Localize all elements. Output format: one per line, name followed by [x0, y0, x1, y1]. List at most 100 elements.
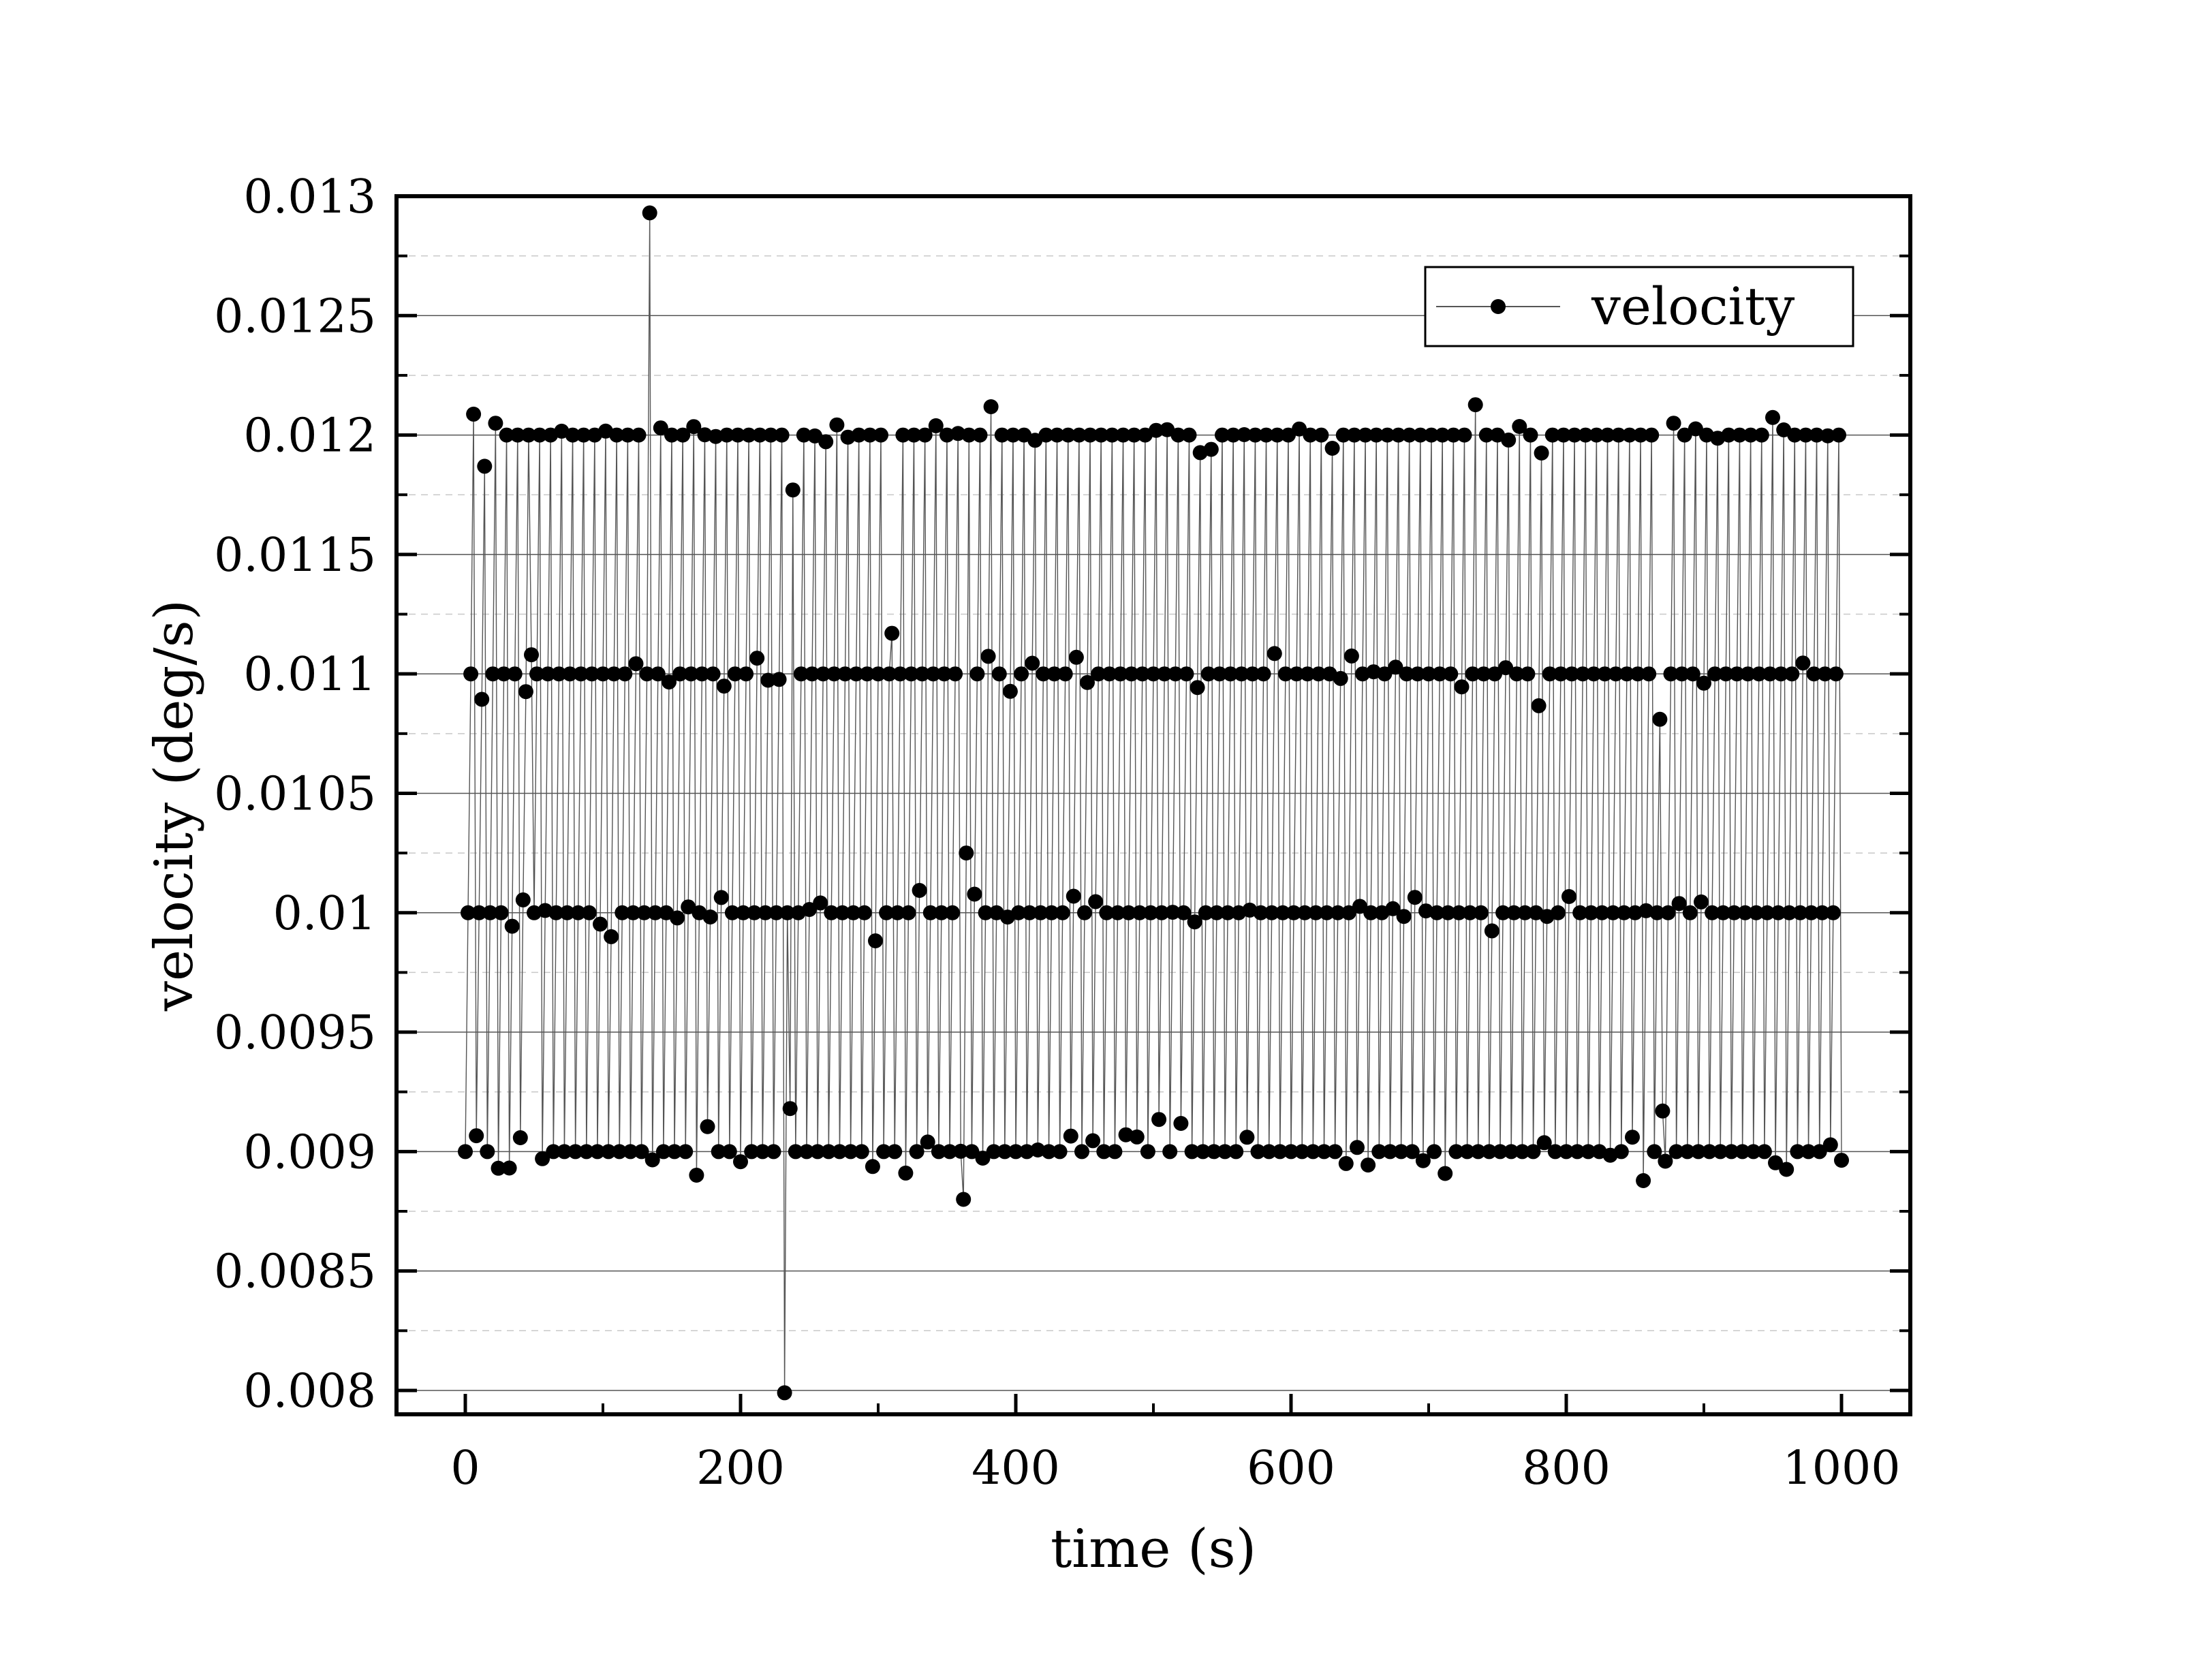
data-point: [1253, 905, 1269, 920]
legend: velocity: [1424, 266, 1854, 347]
data-point: [1014, 666, 1029, 682]
data-point: [488, 416, 503, 431]
data-point: [1203, 441, 1219, 457]
data-point: [535, 1151, 550, 1166]
data-point: [1303, 427, 1318, 443]
data-point: [471, 905, 487, 920]
data-point: [642, 205, 657, 221]
data-point: [1025, 655, 1040, 671]
data-point: [686, 419, 702, 435]
data-point: [1605, 905, 1621, 920]
data-point: [953, 1143, 969, 1159]
data-point: [871, 666, 886, 682]
data-point: [1206, 1144, 1222, 1160]
data-point: [1564, 666, 1580, 682]
data-point: [1817, 666, 1833, 682]
data-point: [920, 1134, 935, 1150]
data-point: [1677, 427, 1692, 443]
data-point: [832, 1144, 848, 1160]
data-point: [1036, 666, 1051, 682]
data-point: [1641, 666, 1657, 682]
data-point: [1754, 427, 1769, 443]
data-point: [1625, 1130, 1640, 1145]
data-point: [520, 427, 536, 443]
data-point: [593, 916, 608, 932]
data-point: [1798, 427, 1814, 443]
data-point: [683, 666, 699, 682]
data-point: [615, 905, 630, 920]
data-point: [1083, 427, 1098, 443]
data-point: [796, 427, 811, 443]
data-point: [1465, 666, 1480, 682]
data-point: [1759, 905, 1775, 920]
data-point: [1316, 1144, 1332, 1160]
data-point: [551, 666, 567, 682]
data-point: [978, 905, 993, 920]
data-point: [959, 845, 974, 861]
data-point: [1454, 679, 1470, 695]
data-point: [1682, 905, 1698, 920]
data-point: [1215, 427, 1230, 443]
y-tick-label: 0.0125: [214, 290, 376, 343]
data-point: [1597, 666, 1613, 682]
data-point: [1544, 427, 1560, 443]
data-point: [733, 1154, 748, 1170]
data-point: [1542, 666, 1557, 682]
data-point: [1446, 427, 1461, 443]
y-tick-label: 0.013: [243, 170, 376, 224]
data-point: [1223, 666, 1239, 682]
data-point: [1049, 427, 1065, 443]
data-point: [1151, 1112, 1167, 1127]
data-point: [1363, 905, 1379, 920]
data-point: [1052, 1144, 1068, 1160]
data-point: [1578, 427, 1594, 443]
data-point: [1019, 1144, 1035, 1160]
data-point: [559, 905, 575, 920]
data-point: [1102, 666, 1117, 682]
data-point: [1377, 666, 1393, 682]
data-point: [785, 482, 801, 498]
data-point: [1091, 666, 1106, 682]
data-point: [1008, 1144, 1023, 1160]
data-point: [1820, 428, 1835, 444]
data-point: [1525, 1144, 1541, 1160]
data-point: [1157, 666, 1172, 682]
data-point: [1212, 666, 1227, 682]
data-point: [1478, 427, 1494, 443]
data-point: [1404, 1144, 1420, 1160]
data-point: [584, 666, 600, 682]
data-point: [716, 679, 732, 694]
data-point: [1696, 675, 1711, 691]
data-point: [1512, 419, 1527, 434]
data-point: [1737, 905, 1753, 920]
data-point: [573, 666, 589, 682]
data-point: [1228, 1144, 1244, 1160]
data-point: [739, 666, 754, 682]
data-point: [1834, 1153, 1849, 1168]
data-point: [1520, 666, 1536, 682]
data-point: [1272, 1144, 1288, 1160]
data-point: [1352, 899, 1367, 914]
data-point: [721, 1144, 737, 1160]
data-point: [1583, 905, 1599, 920]
data-point: [1652, 711, 1668, 727]
data-point: [922, 905, 938, 920]
data-point: [510, 427, 525, 443]
data-point: [948, 666, 963, 682]
data-point: [1613, 1144, 1629, 1160]
data-point: [493, 905, 509, 920]
x-tick-label: 1000: [1782, 1442, 1900, 1495]
data-point: [1181, 427, 1197, 443]
data-point: [1828, 666, 1844, 682]
data-point: [697, 427, 713, 443]
data-point: [672, 666, 688, 682]
data-point: [1077, 905, 1092, 920]
data-point: [1784, 666, 1800, 682]
data-point: [771, 672, 787, 687]
data-point: [1663, 666, 1679, 682]
data-point: [1415, 1153, 1431, 1168]
data-point: [1140, 1144, 1155, 1160]
data-point: [1093, 427, 1109, 443]
data-point: [1284, 1144, 1299, 1160]
